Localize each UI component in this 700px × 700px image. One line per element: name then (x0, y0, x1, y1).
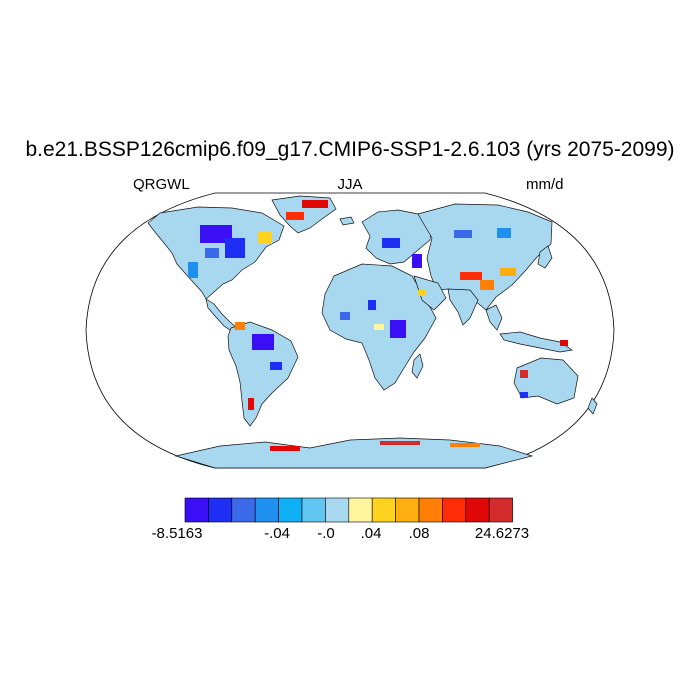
colorbar-tick-label: -.0 (317, 525, 335, 542)
indonesia-land (499, 331, 573, 353)
south-america-land (227, 321, 299, 427)
colorbar-swatch (488, 497, 513, 523)
plot-title: b.e21.BSSP126cmip6.f09_g17.CMIP6-SSP1-2.… (25, 138, 675, 161)
japan-land (537, 245, 553, 269)
colorbar-swatch (208, 497, 233, 523)
antarctica-land (174, 437, 534, 469)
asia-land (417, 203, 553, 311)
season-label: JJA (337, 176, 363, 193)
land-masses (147, 195, 598, 469)
australia-land (513, 357, 579, 405)
colorbar-swatch (348, 497, 373, 523)
southeast-asia-land (485, 304, 503, 331)
colorbar-tick-label: -.04 (264, 525, 290, 542)
europe-land (361, 209, 433, 265)
india-land (447, 288, 479, 326)
colorbar-tick-label: .04 (360, 525, 382, 542)
madagascar-land (411, 353, 424, 379)
new-zealand-land (587, 397, 598, 415)
iceland-land (339, 216, 355, 226)
colorbar-swatch (442, 497, 467, 523)
units-label: mm/d (526, 176, 564, 193)
colorbar-swatch (371, 497, 396, 523)
variable-label: QRGWL (133, 176, 190, 193)
positive-anomaly-patches (235, 200, 568, 451)
colorbar-swatch (395, 497, 420, 523)
colorbar-swatch (301, 497, 326, 523)
colorbar-tick-label: .08 (408, 525, 430, 542)
negative-anomaly-patches (188, 225, 528, 398)
colorbar (184, 497, 513, 523)
colorbar-swatch (231, 497, 256, 523)
colorbar-swatch (278, 497, 303, 523)
colorbar-swatch (325, 497, 350, 523)
colorbar-swatch (465, 497, 490, 523)
colorbar-swatch (418, 497, 443, 523)
colorbar-tick-label: 24.6273 (474, 525, 530, 542)
colorbar-swatch (254, 497, 279, 523)
colorbar-tick-label: -8.5163 (151, 525, 203, 542)
colorbar-swatch (184, 497, 209, 523)
